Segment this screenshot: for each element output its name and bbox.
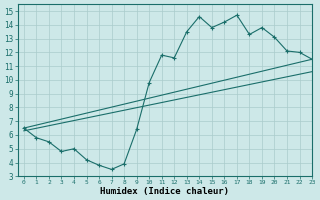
- X-axis label: Humidex (Indice chaleur): Humidex (Indice chaleur): [100, 187, 229, 196]
